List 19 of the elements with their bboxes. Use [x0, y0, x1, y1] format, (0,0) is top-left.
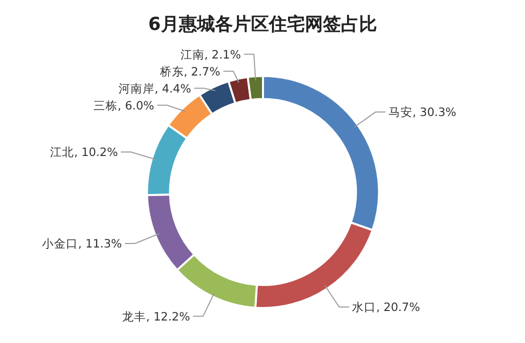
- category-label: 龙丰: [122, 309, 146, 324]
- value-label: , 6.0%: [118, 98, 154, 112]
- category-label: 水口: [352, 300, 376, 314]
- value-label: , 10.2%: [74, 145, 118, 159]
- value-label: , 12.2%: [146, 309, 190, 324]
- category-label: 河南岸: [118, 81, 155, 96]
- category-label: 江南: [180, 47, 204, 62]
- category-label: 三栋: [94, 98, 118, 112]
- value-label: , 2.1%: [204, 47, 241, 62]
- category-label: 马安: [388, 105, 412, 120]
- chart-title: 6月惠城各片区住宅网签占比: [148, 14, 377, 35]
- category-label: 江北: [50, 145, 74, 159]
- category-label: 小金口: [42, 236, 78, 250]
- value-label: , 30.3%: [412, 105, 456, 120]
- value-label: , 4.4%: [154, 81, 192, 96]
- category-label: 桥东: [160, 64, 184, 78]
- value-label: , 2.7%: [184, 64, 220, 78]
- value-label: , 20.7%: [376, 300, 420, 314]
- value-label: , 11.3%: [78, 236, 122, 250]
